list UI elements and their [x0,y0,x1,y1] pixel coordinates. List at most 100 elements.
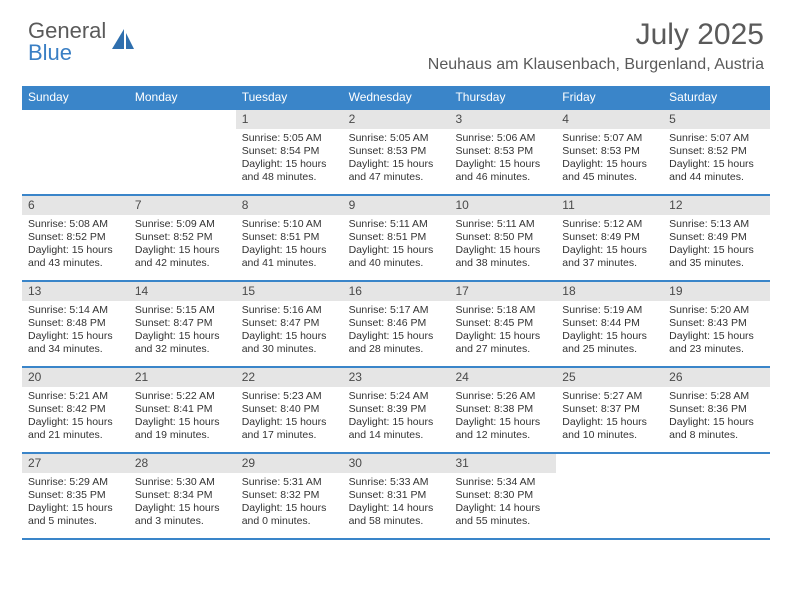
sunrise-text: Sunrise: 5:22 AM [135,390,230,403]
sunrise-text: Sunrise: 5:16 AM [242,304,337,317]
sunrise-text: Sunrise: 5:26 AM [455,390,550,403]
day-body: Sunrise: 5:31 AMSunset: 8:32 PMDaylight:… [236,473,343,535]
daylight-text: Daylight: 15 hours and 38 minutes. [455,244,550,270]
sunset-text: Sunset: 8:34 PM [135,489,230,502]
day-body: Sunrise: 5:26 AMSunset: 8:38 PMDaylight:… [449,387,556,449]
sunset-text: Sunset: 8:52 PM [28,231,123,244]
day-cell: 23Sunrise: 5:24 AMSunset: 8:39 PMDayligh… [343,368,450,452]
daylight-text: Daylight: 15 hours and 8 minutes. [669,416,764,442]
day-number: 20 [22,368,129,387]
dow-cell: Monday [129,86,236,108]
day-cell: 7Sunrise: 5:09 AMSunset: 8:52 PMDaylight… [129,196,236,280]
sunset-text: Sunset: 8:53 PM [349,145,444,158]
day-number: 30 [343,454,450,473]
day-body: Sunrise: 5:22 AMSunset: 8:41 PMDaylight:… [129,387,236,449]
day-number: 17 [449,282,556,301]
sunset-text: Sunset: 8:54 PM [242,145,337,158]
daylight-text: Daylight: 15 hours and 27 minutes. [455,330,550,356]
day-body: Sunrise: 5:33 AMSunset: 8:31 PMDaylight:… [343,473,450,535]
sunrise-text: Sunrise: 5:29 AM [28,476,123,489]
daylight-text: Daylight: 15 hours and 45 minutes. [562,158,657,184]
day-body: Sunrise: 5:12 AMSunset: 8:49 PMDaylight:… [556,215,663,277]
daylight-text: Daylight: 15 hours and 41 minutes. [242,244,337,270]
daylight-text: Daylight: 15 hours and 21 minutes. [28,416,123,442]
sunrise-text: Sunrise: 5:08 AM [28,218,123,231]
sunset-text: Sunset: 8:31 PM [349,489,444,502]
daylight-text: Daylight: 15 hours and 48 minutes. [242,158,337,184]
day-number: 8 [236,196,343,215]
daylight-text: Daylight: 15 hours and 5 minutes. [28,502,123,528]
day-number: 12 [663,196,770,215]
sunset-text: Sunset: 8:30 PM [455,489,550,502]
daylight-text: Daylight: 15 hours and 30 minutes. [242,330,337,356]
day-number: 26 [663,368,770,387]
sunrise-text: Sunrise: 5:23 AM [242,390,337,403]
day-body: Sunrise: 5:29 AMSunset: 8:35 PMDaylight:… [22,473,129,535]
day-cell [129,110,236,194]
day-number: 11 [556,196,663,215]
title-block: July 2025 Neuhaus am Klausenbach, Burgen… [428,18,764,74]
sunrise-text: Sunrise: 5:19 AM [562,304,657,317]
day-cell: 6Sunrise: 5:08 AMSunset: 8:52 PMDaylight… [22,196,129,280]
sunset-text: Sunset: 8:44 PM [562,317,657,330]
week-row: 27Sunrise: 5:29 AMSunset: 8:35 PMDayligh… [22,452,770,538]
day-cell: 11Sunrise: 5:12 AMSunset: 8:49 PMDayligh… [556,196,663,280]
sunrise-text: Sunrise: 5:15 AM [135,304,230,317]
dow-cell: Wednesday [343,86,450,108]
day-number: 31 [449,454,556,473]
sunset-text: Sunset: 8:40 PM [242,403,337,416]
daylight-text: Daylight: 14 hours and 55 minutes. [455,502,550,528]
sunrise-text: Sunrise: 5:31 AM [242,476,337,489]
sunset-text: Sunset: 8:46 PM [349,317,444,330]
daylight-text: Daylight: 15 hours and 34 minutes. [28,330,123,356]
calendar-grid: SundayMondayTuesdayWednesdayThursdayFrid… [22,86,770,538]
sunset-text: Sunset: 8:36 PM [669,403,764,416]
day-number: 22 [236,368,343,387]
day-number: 21 [129,368,236,387]
sunset-text: Sunset: 8:50 PM [455,231,550,244]
dow-cell: Saturday [663,86,770,108]
daylight-text: Daylight: 15 hours and 14 minutes. [349,416,444,442]
sunset-text: Sunset: 8:47 PM [135,317,230,330]
day-body: Sunrise: 5:05 AMSunset: 8:53 PMDaylight:… [343,129,450,191]
day-number: 28 [129,454,236,473]
day-cell: 1Sunrise: 5:05 AMSunset: 8:54 PMDaylight… [236,110,343,194]
day-body: Sunrise: 5:28 AMSunset: 8:36 PMDaylight:… [663,387,770,449]
day-cell: 25Sunrise: 5:27 AMSunset: 8:37 PMDayligh… [556,368,663,452]
day-body: Sunrise: 5:34 AMSunset: 8:30 PMDaylight:… [449,473,556,535]
day-number: 23 [343,368,450,387]
day-body: Sunrise: 5:14 AMSunset: 8:48 PMDaylight:… [22,301,129,363]
day-number: 6 [22,196,129,215]
brand-logo: General Blue [28,18,136,66]
day-body: Sunrise: 5:13 AMSunset: 8:49 PMDaylight:… [663,215,770,277]
day-number: 16 [343,282,450,301]
day-cell: 9Sunrise: 5:11 AMSunset: 8:51 PMDaylight… [343,196,450,280]
day-number: 19 [663,282,770,301]
daylight-text: Daylight: 15 hours and 17 minutes. [242,416,337,442]
day-body: Sunrise: 5:07 AMSunset: 8:52 PMDaylight:… [663,129,770,191]
day-cell: 24Sunrise: 5:26 AMSunset: 8:38 PMDayligh… [449,368,556,452]
day-cell: 29Sunrise: 5:31 AMSunset: 8:32 PMDayligh… [236,454,343,538]
daylight-text: Daylight: 15 hours and 46 minutes. [455,158,550,184]
sunrise-text: Sunrise: 5:20 AM [669,304,764,317]
daylight-text: Daylight: 15 hours and 25 minutes. [562,330,657,356]
day-body: Sunrise: 5:11 AMSunset: 8:51 PMDaylight:… [343,215,450,277]
daylight-text: Daylight: 15 hours and 19 minutes. [135,416,230,442]
sunset-text: Sunset: 8:49 PM [669,231,764,244]
day-cell: 10Sunrise: 5:11 AMSunset: 8:50 PMDayligh… [449,196,556,280]
sunset-text: Sunset: 8:52 PM [669,145,764,158]
week-row: 1Sunrise: 5:05 AMSunset: 8:54 PMDaylight… [22,108,770,194]
day-body: Sunrise: 5:17 AMSunset: 8:46 PMDaylight:… [343,301,450,363]
day-body: Sunrise: 5:21 AMSunset: 8:42 PMDaylight:… [22,387,129,449]
day-cell: 4Sunrise: 5:07 AMSunset: 8:53 PMDaylight… [556,110,663,194]
dow-cell: Sunday [22,86,129,108]
day-cell: 13Sunrise: 5:14 AMSunset: 8:48 PMDayligh… [22,282,129,366]
sunrise-text: Sunrise: 5:24 AM [349,390,444,403]
day-body: Sunrise: 5:07 AMSunset: 8:53 PMDaylight:… [556,129,663,191]
day-number: 18 [556,282,663,301]
day-cell: 21Sunrise: 5:22 AMSunset: 8:41 PMDayligh… [129,368,236,452]
day-body: Sunrise: 5:16 AMSunset: 8:47 PMDaylight:… [236,301,343,363]
sunset-text: Sunset: 8:48 PM [28,317,123,330]
sunrise-text: Sunrise: 5:11 AM [349,218,444,231]
day-body: Sunrise: 5:06 AMSunset: 8:53 PMDaylight:… [449,129,556,191]
